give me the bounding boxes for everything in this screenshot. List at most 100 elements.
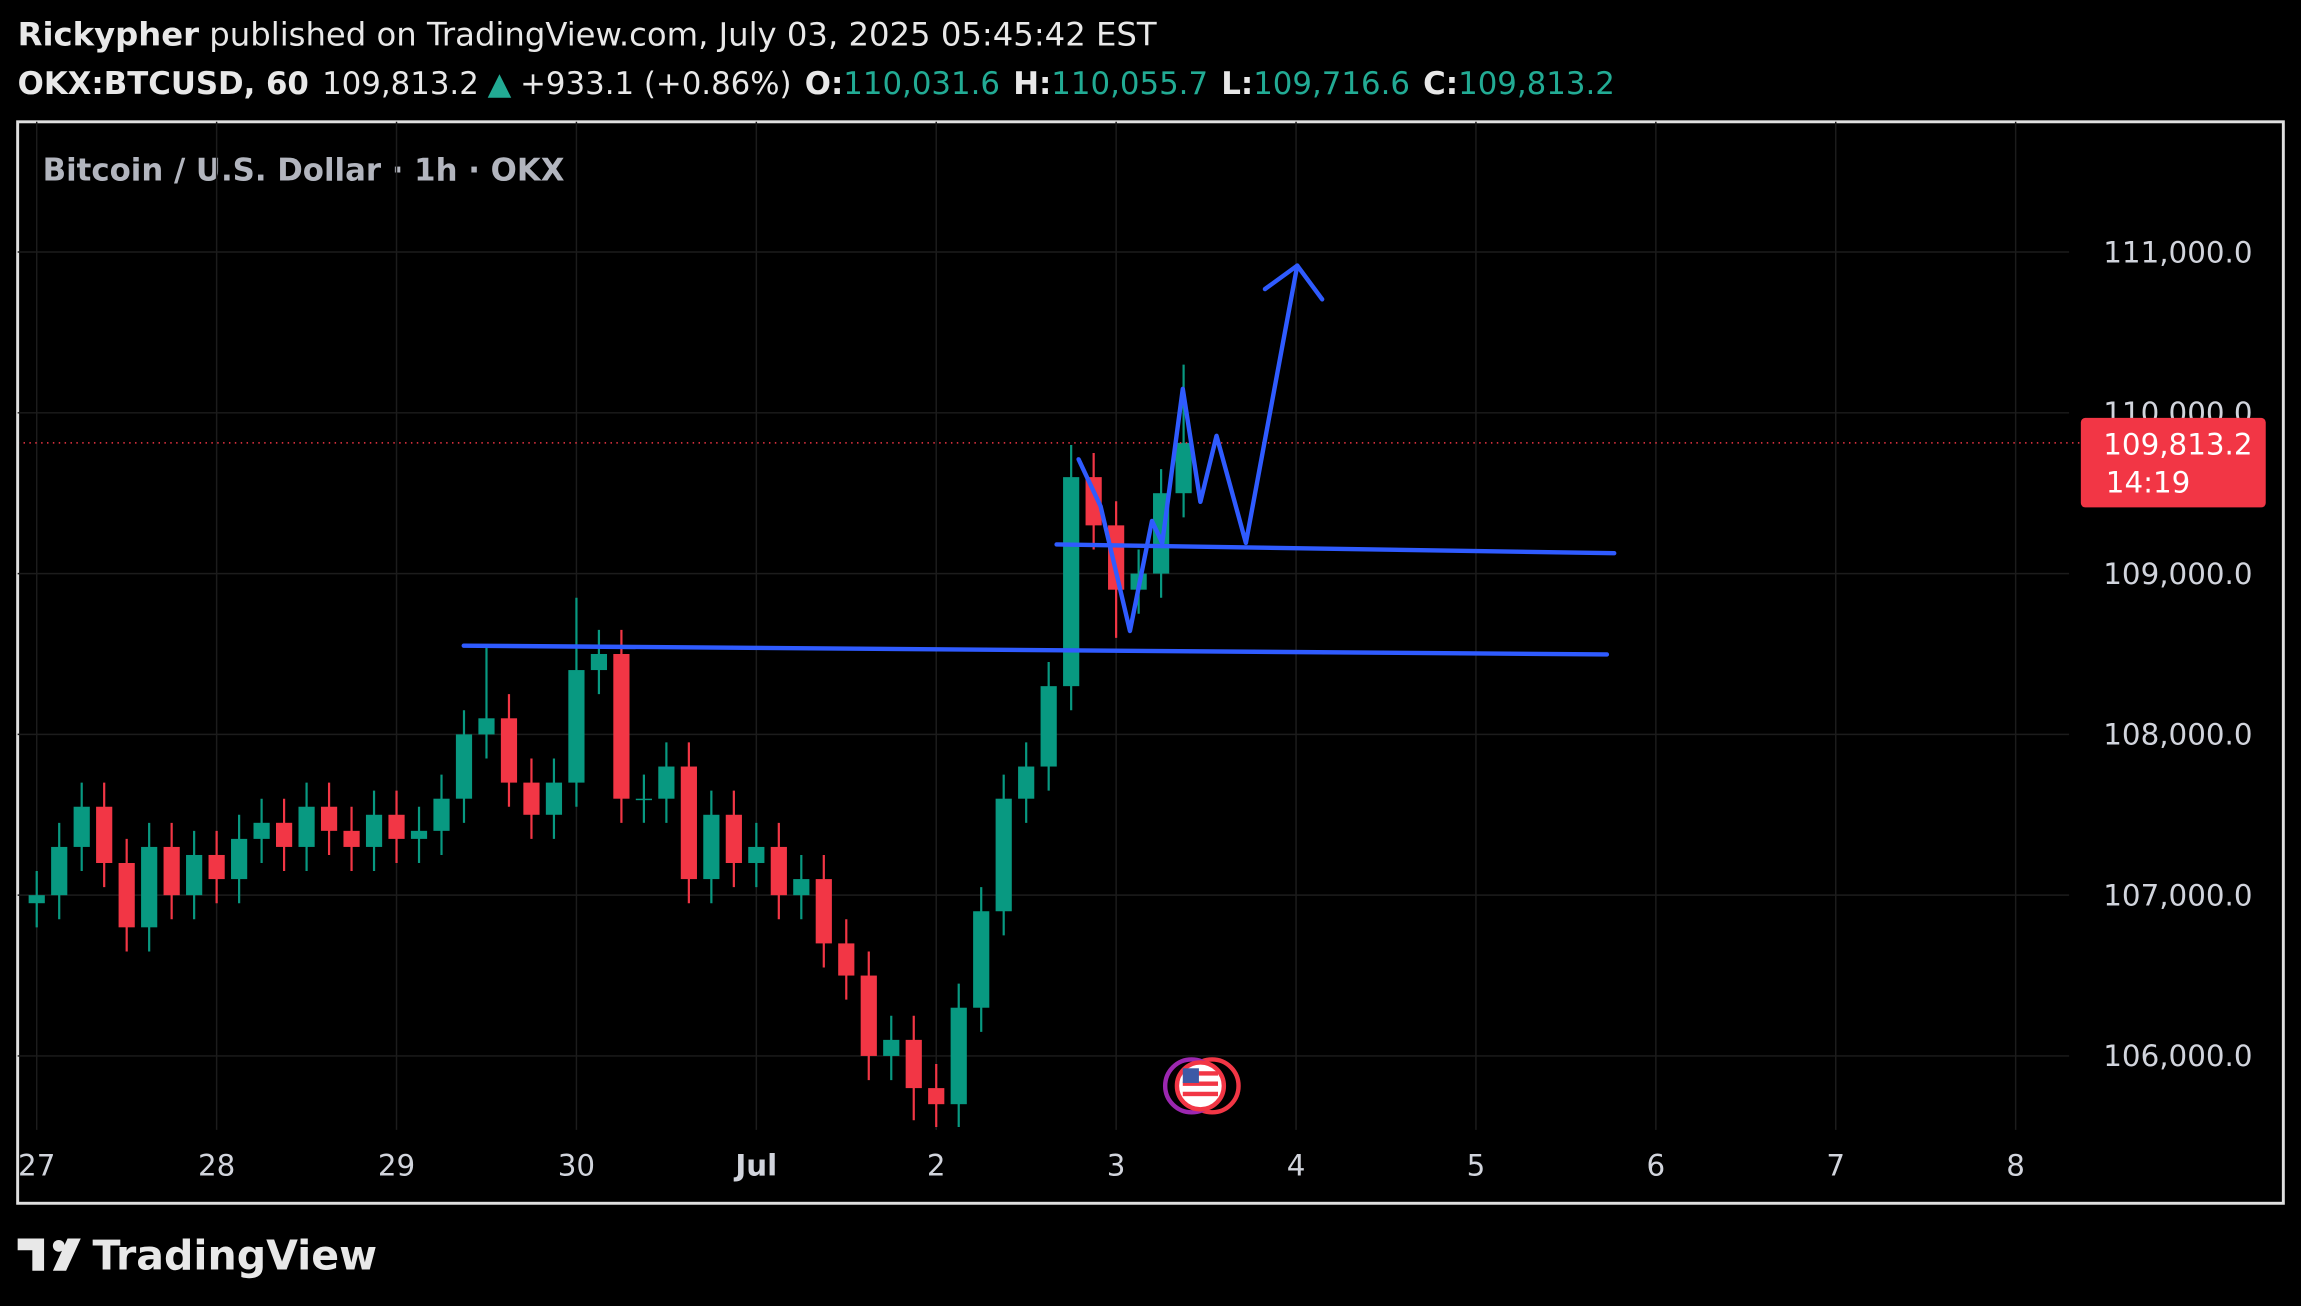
price-tag-label: 109,813.2 <box>2103 428 2252 462</box>
candle-body <box>388 814 405 839</box>
candle-body <box>1175 442 1192 494</box>
x-tick-label: 6 <box>1647 1148 1666 1182</box>
candle-body <box>995 798 1012 912</box>
ohlc-value: 110,031.6 <box>843 66 1000 102</box>
candle-body <box>680 766 697 880</box>
candle-body <box>523 782 540 815</box>
support-line <box>1054 542 1617 556</box>
candle-body <box>208 854 225 880</box>
candle-body <box>883 1039 900 1056</box>
candle-body <box>253 822 270 839</box>
ohlc-value: 110,055.7 <box>1051 66 1208 102</box>
brand: TradingView <box>92 1231 377 1279</box>
ohlc-value: 109,716.6 <box>1253 66 1410 102</box>
price-tag <box>2080 417 2266 508</box>
support-line <box>461 643 1610 657</box>
candle-body <box>478 718 495 735</box>
event-icon <box>1162 1057 1241 1115</box>
candle-body <box>73 806 90 847</box>
candle-body <box>545 782 563 815</box>
candle-body <box>973 911 990 1008</box>
ohlc: O:110,031.6 H:110,055.7 L:109,716.6 C:109,8… <box>805 66 1615 102</box>
candle-body <box>343 830 360 847</box>
drawings <box>461 263 1617 657</box>
candle-body <box>365 814 383 847</box>
candle-body <box>1018 766 1035 799</box>
candle-body <box>433 798 450 831</box>
x-tick-label: 2 <box>927 1148 946 1182</box>
candle-body <box>275 822 293 847</box>
ohlc-key: C: <box>1423 66 1458 102</box>
candle-body <box>928 1088 945 1105</box>
y-tick-label: 106,000.0 <box>2103 1039 2252 1073</box>
candle-body <box>455 734 473 799</box>
candle-body <box>568 670 585 783</box>
candle-body <box>590 653 608 671</box>
chart-frame <box>16 120 2285 1205</box>
candle-body <box>141 846 158 928</box>
candle-body <box>658 766 675 799</box>
candle-body <box>96 806 113 864</box>
candle-body <box>186 854 203 896</box>
ohlc-key: L: <box>1221 66 1253 102</box>
candle-body <box>793 879 810 896</box>
symbol: OKX:BTCUSD, 60 <box>18 66 309 102</box>
projection-path <box>1076 263 1300 634</box>
countdown: 14:19 <box>2106 466 2191 500</box>
ohlc-key: O: <box>805 66 843 102</box>
x-tick-label: 3 <box>1107 1148 1126 1182</box>
arrow: ▲ <box>488 66 512 102</box>
candle-body <box>410 830 428 839</box>
candle-body <box>231 838 248 880</box>
header-line-2: OKX:BTCUSD, 60 109,813.2 ▲ +933.1 (+0.86%) O… <box>18 66 1615 102</box>
ohlc-value: 109,813.2 <box>1458 66 1615 102</box>
x-tick-label: 4 <box>1287 1148 1306 1182</box>
candle-body <box>51 846 68 896</box>
candle-body <box>1063 477 1080 687</box>
x-tick-label: 5 <box>1467 1148 1486 1182</box>
candle-body <box>838 943 855 976</box>
candle-body <box>770 846 787 896</box>
candle-body <box>635 798 652 801</box>
x-tick-label: 29 <box>378 1148 415 1182</box>
candle-body <box>163 846 180 896</box>
candle-body <box>815 879 832 944</box>
x-tick-label: 28 <box>198 1148 235 1182</box>
change: +933.1 (+0.86%) <box>520 66 791 102</box>
axis: 106,000.0107,000.0108,000.0109,000.0110,… <box>18 235 2266 1182</box>
candle-body <box>500 718 518 783</box>
x-tick-label: 30 <box>558 1148 595 1182</box>
candle-body <box>1040 686 1057 767</box>
candle-body <box>298 806 315 847</box>
ohlc-key: H: <box>1013 66 1051 102</box>
candle-body <box>748 846 765 864</box>
arrow-head <box>1262 263 1325 302</box>
candle-body <box>703 814 720 880</box>
chart-title: Bitcoin / U.S. Dollar · 1h · OKX <box>43 152 565 188</box>
y-tick-label: 111,000.0 <box>2103 235 2252 269</box>
x-tick-label: Jul <box>733 1148 777 1182</box>
header-line-1: Rickypher published on TradingView.com, J… <box>18 15 1157 53</box>
x-tick-label: 8 <box>2006 1148 2025 1182</box>
candle-body <box>950 1007 967 1105</box>
y-tick-label: 107,000.0 <box>2103 878 2252 912</box>
published: published on TradingView.com, July 03, 2… <box>209 15 1157 53</box>
y-tick-label: 109,000.0 <box>2103 557 2252 591</box>
candle-body <box>1108 525 1125 590</box>
price: 109,813.2 <box>322 66 479 102</box>
candle-body <box>905 1039 922 1089</box>
candle-body <box>118 863 135 928</box>
candle-body <box>28 895 45 904</box>
candle-body <box>1085 477 1102 526</box>
candle-body <box>613 653 630 799</box>
candle-body <box>860 975 877 1056</box>
x-tick-label: 7 <box>1826 1148 1845 1182</box>
logo: TradingView <box>17 1231 377 1279</box>
x-tick-label: 27 <box>18 1148 55 1182</box>
y-tick-label: 108,000.0 <box>2103 718 2252 752</box>
author: Rickypher <box>18 15 199 53</box>
candle-body <box>725 814 742 864</box>
candle-body <box>320 806 338 831</box>
